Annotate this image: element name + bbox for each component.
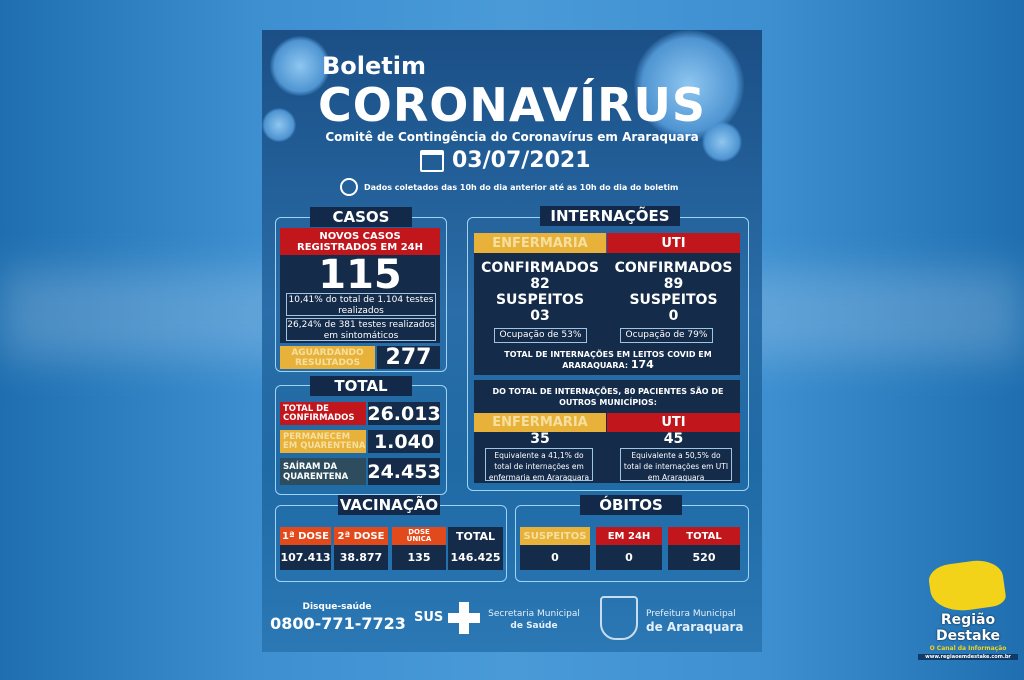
total-confirmados-value: 26.013	[367, 402, 441, 425]
obitos-suspeitos-value: 0	[520, 545, 590, 570]
total-title: TOTAL	[310, 376, 412, 396]
aguardando-label: AGUARDANDO RESULTADOS	[280, 346, 375, 369]
sus-cross-icon	[448, 602, 480, 634]
brand-line1: Região	[940, 612, 996, 628]
enf-confirmados-value: 82	[530, 276, 550, 292]
boletim-label: Boletim	[322, 52, 426, 80]
dose1-value: 107.413	[280, 545, 331, 570]
total-confirmados-label: TOTAL DE CONFIRMADOS	[280, 402, 366, 425]
casos-info-2: 26,24% de 381 testes realizados em sinto…	[286, 318, 436, 341]
brand-url: www.regiaoemdestake.com.br	[918, 654, 1018, 660]
internacoes-body	[474, 253, 740, 375]
total-internacoes-label: TOTAL DE INTERNAÇÕES EM LEITOS COVID EM …	[504, 350, 712, 370]
total-internacoes-value: 174	[630, 358, 654, 371]
page-title: CORONAVÍRUS	[318, 78, 706, 132]
dose-unica-label: DOSE ÚNICA	[392, 527, 446, 545]
subtitle: Comitê de Contingência do Coronavírus em…	[325, 130, 699, 144]
enfermaria-header: ENFERMARIA	[474, 233, 606, 253]
disque-phone: 0800-771-7723	[270, 614, 406, 633]
uti-suspeitos-value: 0	[668, 308, 679, 324]
outros-enf-note: Equivalente a 41,1% do total de internaç…	[485, 448, 593, 482]
vac-total-value: 146.425	[448, 545, 503, 570]
uti-header: UTI	[607, 233, 740, 253]
clock-icon	[340, 178, 358, 196]
enf-suspeitos-label: SUSPEITOS	[495, 292, 585, 308]
secretaria-logo: Secretaria Municipal de Saúde	[488, 608, 580, 632]
bulletin-date: 03/07/2021	[452, 148, 591, 173]
outros-uti-header: UTI	[607, 413, 740, 432]
virus-icon	[270, 36, 330, 96]
map-shape-icon	[927, 557, 1007, 615]
enf-suspeitos-value: 03	[530, 308, 550, 324]
uti-confirmados-value: 89	[663, 276, 684, 292]
enf-confirmados-label: CONFIRMADOS	[481, 260, 599, 276]
virus-icon	[702, 122, 742, 162]
aguardando-value: 277	[377, 345, 440, 370]
prefeitura-line2: de Araraquara	[646, 620, 744, 634]
uti-stats: CONFIRMADOS 89 SUSPEITOS 0	[607, 260, 740, 324]
virus-icon	[634, 30, 744, 140]
enf-ocupacao: Ocupação de 53%	[494, 328, 587, 343]
secretaria-line1: Secretaria Municipal	[488, 609, 580, 619]
enfermaria-stats: CONFIRMADOS 82 SUSPEITOS 03	[474, 260, 606, 324]
novos-casos-value: 115	[318, 252, 402, 298]
regiao-destake-logo: Região Destake O Canal da Informação www…	[918, 557, 1018, 670]
obitos-total-label: TOTAL	[668, 527, 740, 545]
obitos-24h-value: 0	[596, 545, 662, 570]
outros-municipios-label: DO TOTAL DE INTERNAÇÕES, 80 PACIENTES SÃ…	[492, 387, 724, 407]
internacoes-title: INTERNAÇÕES	[540, 206, 680, 226]
araraquara-coat-of-arms-icon	[600, 596, 638, 640]
outros-enf-value: 35	[530, 431, 550, 447]
sairam-value: 24.453	[367, 458, 441, 485]
vac-total-label: TOTAL	[448, 527, 503, 545]
bulletin-poster: Boletim CORONAVÍRUS Comitê de Contingênc…	[262, 30, 762, 652]
calendar-icon	[420, 150, 444, 172]
obitos-total-value: 520	[668, 545, 740, 570]
dose-unica-value: 135	[392, 545, 446, 570]
quarentena-label: PERMANECEM EM QUARENTENA	[280, 430, 366, 453]
disque-label: Disque-saúde	[302, 602, 372, 612]
uti-confirmados-label: CONFIRMADOS	[614, 260, 733, 276]
obitos-24h-label: EM 24H	[596, 527, 662, 545]
novos-casos-label: NOVOS CASOS REGISTRADOS EM 24H	[280, 228, 440, 255]
obitos-suspeitos-label: SUSPEITOS	[520, 527, 590, 545]
casos-body	[280, 255, 440, 343]
uti-ocupacao: Ocupação de 79%	[620, 328, 713, 343]
sairam-label: SAÍRAM DA QUARENTENA	[280, 458, 366, 485]
outros-enf-header: ENFERMARIA	[474, 413, 606, 432]
sus-logo: SUS	[414, 610, 444, 625]
prefeitura-line1: Prefeitura Municipal	[646, 609, 736, 619]
quarentena-value: 1.040	[368, 430, 440, 453]
virus-icon	[262, 108, 296, 142]
casos-info-1: 10,41% do total de 1.104 testes realizad…	[286, 293, 436, 316]
dose2-value: 38.877	[334, 545, 388, 570]
uti-suspeitos-label: SUSPEITOS	[629, 292, 718, 308]
outros-uti-note: Equivalente a 50,5% do total de internaç…	[620, 448, 732, 482]
casos-title: CASOS	[310, 207, 412, 227]
vacinacao-title: VACINAÇÃO	[338, 495, 440, 515]
brand-line2: Destake	[935, 628, 1001, 644]
dose1-label: 1ª DOSE	[280, 527, 331, 545]
secretaria-line2: de Saúde	[510, 621, 558, 631]
outros-uti-value: 45	[663, 431, 684, 447]
dose2-label: 2ª DOSE	[334, 527, 388, 545]
obitos-title: ÓBITOS	[580, 495, 682, 515]
prefeitura-logo: Prefeitura Municipal de Araraquara	[646, 608, 746, 636]
brand-tagline: O Canal da Informação	[929, 645, 1007, 652]
data-note: Dados coletados das 10h do dia anterior …	[364, 183, 679, 192]
